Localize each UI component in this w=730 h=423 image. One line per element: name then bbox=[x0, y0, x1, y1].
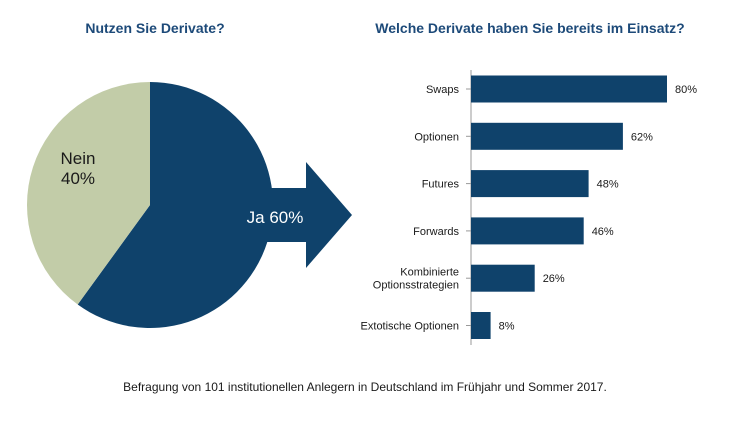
bar-4 bbox=[471, 217, 584, 245]
pie-label-nein: Nein bbox=[61, 149, 96, 168]
pie-chart-title: Nutzen Sie Derivate? bbox=[85, 20, 224, 36]
pie-label-ja: Ja 60% bbox=[247, 208, 304, 227]
bar-6 bbox=[471, 312, 491, 339]
bar-5 bbox=[471, 264, 535, 292]
bar-3 bbox=[471, 170, 589, 198]
pie-slice-ja bbox=[77, 82, 273, 329]
bar-value-label: 48% bbox=[597, 179, 619, 191]
bar-chart: Swaps 80% Optionen 62% Futures 48% Forwards 46%… bbox=[361, 70, 697, 345]
footnote: Befragung von 101 institutionellen Anleg… bbox=[123, 380, 607, 394]
arrow-pointer bbox=[220, 162, 352, 268]
bar-category-label: Extotische Optionen bbox=[361, 321, 459, 333]
bar-chart-title: Welche Derivate haben Sie bereits im Ein… bbox=[375, 20, 684, 36]
bar-2 bbox=[471, 122, 623, 150]
bar-value-label: 62% bbox=[631, 131, 653, 143]
bar-category-label: Futures bbox=[422, 179, 460, 191]
bar-value-label: 46% bbox=[592, 226, 614, 238]
pie-value-nein: 40% bbox=[61, 169, 95, 188]
pie-slice-nein bbox=[26, 82, 150, 305]
bar-category-label: Forwards bbox=[413, 226, 459, 238]
bar-category-label: Optionen bbox=[414, 131, 459, 143]
bar-category-label: Kombinierte bbox=[400, 267, 459, 279]
bar-category-label: Optionsstrategien bbox=[373, 280, 459, 292]
arrow-shape: Ja 60% bbox=[220, 162, 352, 268]
bar-value-label: 26% bbox=[543, 273, 565, 285]
bar-1 bbox=[471, 75, 667, 103]
bar-category-label: Swaps bbox=[426, 84, 460, 96]
bar-value-label: 80% bbox=[675, 84, 697, 96]
bar-value-label: 8% bbox=[499, 321, 515, 333]
